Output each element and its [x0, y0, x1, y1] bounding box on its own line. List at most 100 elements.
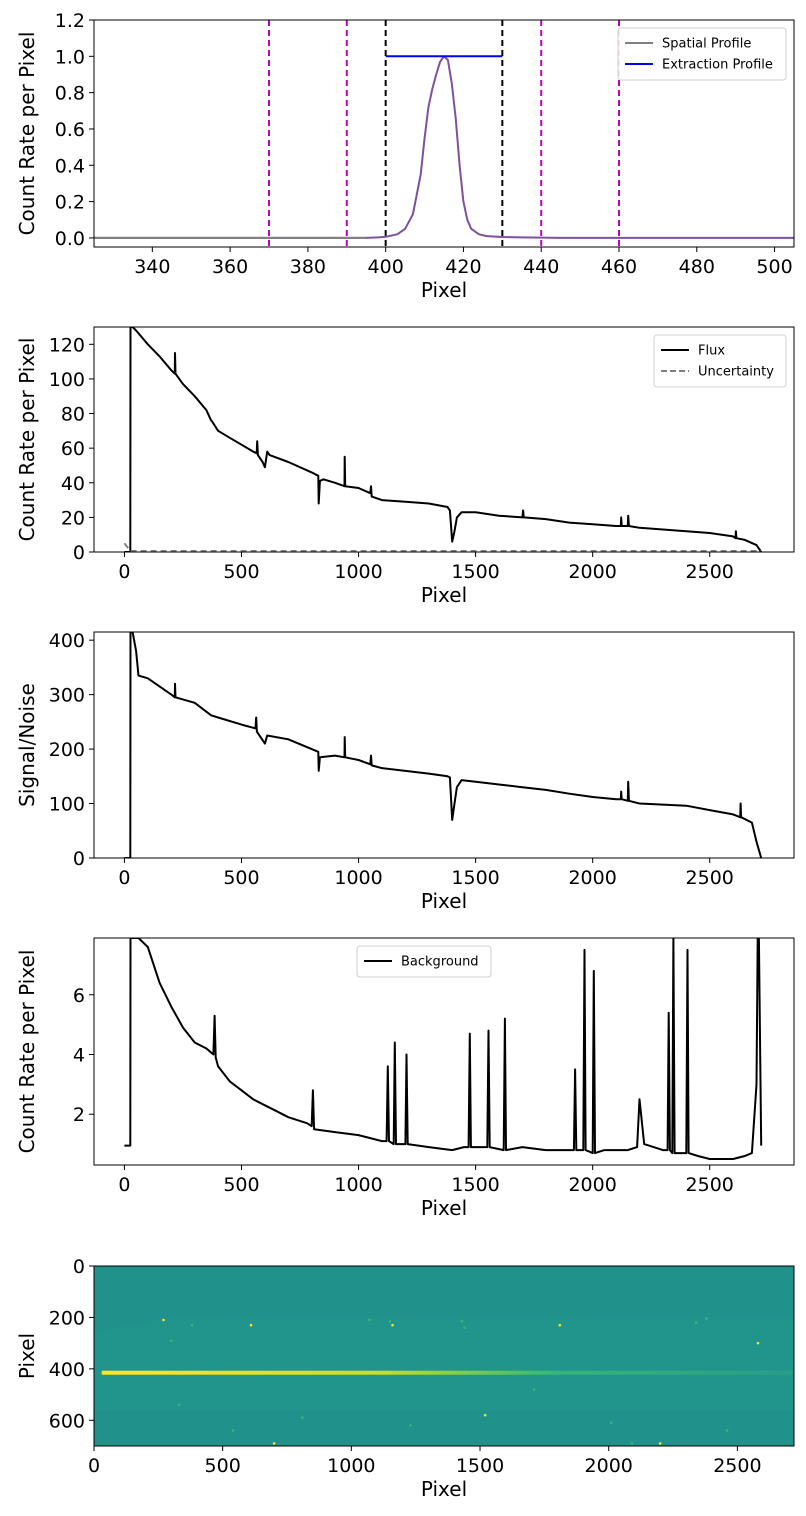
flux-panel: 0 500 1000 1500 2000 2500 0 20 40 60 80 100 120 Pixel… [15, 326, 795, 607]
y-tick-label: 400 [49, 630, 85, 652]
x-tick-label: 2500 [713, 1455, 761, 1477]
profile-plot-area [94, 20, 794, 247]
x-tick-label: 0 [118, 1174, 130, 1196]
y-tick-label: 0.2 [55, 192, 85, 214]
flux-series [124, 327, 763, 552]
x-tick-label: 500 [756, 256, 792, 278]
x-tick-label: 1500 [451, 561, 499, 583]
x-tick-label: 2000 [568, 867, 616, 889]
flux-plot-area [123, 327, 763, 552]
cosmic-ray-hit [249, 1323, 253, 1327]
y-tick-label: 6 [73, 985, 85, 1007]
x-tick-label: 1500 [451, 867, 499, 889]
legend-label: Flux [698, 344, 725, 359]
x-axis-label: Pixel [421, 1477, 467, 1501]
x-tick-label: 0 [118, 561, 130, 583]
cosmic-ray-hit [368, 1318, 371, 1322]
snr-panel: 0 500 1000 1500 2000 2500 0 100 200 300 400 Pixel Si… [15, 630, 795, 913]
x-tick-label: 500 [223, 1174, 259, 1196]
legend-box [653, 334, 787, 388]
legend-box [356, 945, 492, 978]
y-axis-label: Count Rate per Pixel [15, 32, 39, 236]
cosmic-ray-hit [483, 1413, 487, 1417]
x-axis-label: Pixel [421, 278, 467, 302]
x-tick-label: 1500 [456, 1455, 504, 1477]
spectral-trace [101, 1370, 794, 1375]
x-axis-label: Pixel [421, 1196, 467, 1220]
background-legend: Background [356, 945, 492, 978]
x-tick-label: 400 [368, 256, 404, 278]
y-tick-label: 0 [73, 542, 85, 564]
y-axis-label: Count Rate per Pixel [15, 950, 39, 1154]
cosmic-ray-hit [705, 1317, 708, 1321]
y-tick-label: 600 [49, 1410, 85, 1432]
y-tick-label: 20 [61, 507, 85, 529]
cosmic-ray-hit [725, 1429, 729, 1432]
y-tick-label: 0.0 [55, 228, 85, 250]
snr-frame [93, 631, 795, 859]
cosmic-ray-hit [558, 1323, 562, 1327]
cosmic-ray-hit [162, 1318, 165, 1322]
x-tick-label: 2000 [568, 1174, 616, 1196]
cosmic-ray-hit [272, 1442, 276, 1445]
y-tick-label: 0.4 [55, 155, 85, 177]
cosmic-ray-hit [301, 1416, 304, 1420]
image-illuminated-region [94, 1317, 794, 1410]
y-tick-label: 400 [49, 1359, 85, 1381]
signal-noise-series [124, 632, 763, 858]
x-tick-label: 440 [523, 256, 559, 278]
legend-box [617, 27, 787, 81]
cosmic-ray-hit [463, 1326, 466, 1330]
cosmic-ray-hit [694, 1321, 698, 1324]
cosmic-ray-hit [177, 1403, 181, 1407]
x-tick-label: 2500 [686, 561, 734, 583]
cosmic-ray-hit [231, 1429, 235, 1432]
y-tick-label: 80 [61, 404, 85, 426]
y-tick-label: 200 [49, 739, 85, 761]
x-tick-label: 1000 [327, 1455, 375, 1477]
x-tick-label: 500 [223, 867, 259, 889]
y-tick-label: 4 [73, 1044, 85, 1066]
x-tick-label: 480 [679, 256, 715, 278]
legend-label: Uncertainty [698, 365, 774, 380]
flux-frame [93, 326, 795, 553]
x-tick-label: 500 [223, 561, 259, 583]
y-tick-label: 200 [49, 1307, 85, 1329]
y-axis-label: Count Rate per Pixel [15, 338, 39, 542]
y-tick-label: 120 [49, 334, 85, 356]
profile-legend: Spatial Profile Extraction Profile [617, 27, 787, 81]
x-tick-label: 2000 [585, 1455, 633, 1477]
x-tick-label: 340 [134, 256, 170, 278]
cosmic-ray-hit [756, 1341, 760, 1345]
profile-frame [93, 19, 795, 248]
cosmic-ray-hit [409, 1424, 412, 1427]
profile-panel: 340 360 380 400 420 440 460 480 500 0.0 0.2 0.4 0.6 0… [15, 10, 795, 302]
flux-legend: Flux Uncertainty [653, 334, 787, 388]
x-axis-label: Pixel [421, 889, 467, 913]
cosmic-ray-hit [391, 1323, 394, 1327]
cosmic-ray-hit [609, 1421, 613, 1425]
legend-label: Background [401, 955, 479, 970]
x-tick-label: 360 [212, 256, 248, 278]
cosmic-ray-hit [190, 1323, 194, 1327]
y-tick-label: 2 [73, 1104, 85, 1126]
x-tick-label: 1500 [451, 1174, 499, 1196]
snr-plot-area [124, 632, 763, 858]
background-plot-area [124, 938, 763, 1160]
cosmic-ray-hit [532, 1388, 536, 1391]
background-panel: 0 500 1000 1500 2000 2500 2 4 6 Pixel Count Rate p… [15, 937, 795, 1220]
x-tick-label: 380 [290, 256, 326, 278]
y-tick-label: 60 [61, 438, 85, 460]
y-tick-label: 100 [49, 794, 85, 816]
y-tick-label: 1.0 [55, 46, 85, 68]
x-tick-label: 2500 [686, 867, 734, 889]
x-tick-label: 2500 [686, 1174, 734, 1196]
uncertainty-series [123, 542, 762, 552]
y-tick-label: 0.6 [55, 119, 85, 141]
cosmic-ray-hit [658, 1442, 662, 1445]
x-tick-label: 420 [445, 256, 481, 278]
cosmic-ray-hit [460, 1319, 464, 1323]
x-tick-label: 500 [205, 1455, 241, 1477]
y-tick-label: 0.8 [55, 83, 85, 105]
cosmic-ray-hit [388, 1319, 392, 1323]
